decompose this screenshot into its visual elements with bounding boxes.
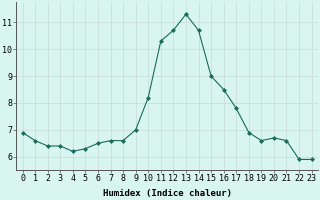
X-axis label: Humidex (Indice chaleur): Humidex (Indice chaleur) (103, 189, 232, 198)
